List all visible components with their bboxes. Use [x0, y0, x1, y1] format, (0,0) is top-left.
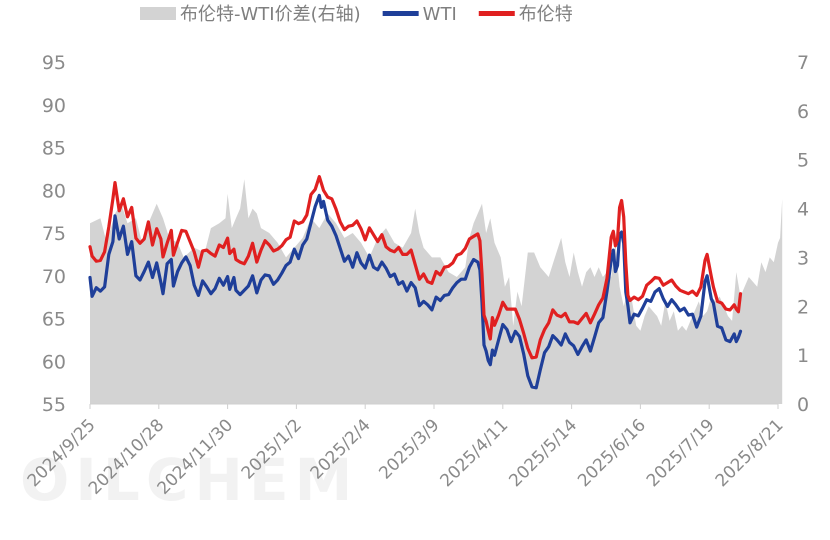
x-tick-label: 2025/4/11: [437, 415, 513, 491]
right-tick-label-3: 3: [797, 247, 809, 269]
right-tick-label-2: 2: [797, 296, 809, 318]
left-tick-label-55: 55: [42, 394, 66, 416]
left-tick-label-70: 70: [42, 266, 66, 288]
brent-line: [88, 175, 743, 360]
legend-swatch-wti: [382, 11, 419, 16]
left-tick-label-65: 65: [42, 309, 66, 331]
right-tick-label-6: 6: [797, 101, 809, 123]
wti-line: [88, 193, 743, 390]
legend: 布伦特-WTI价差(右轴) WTI 布伦特: [140, 4, 573, 25]
legend-swatch-brent: [478, 11, 515, 16]
left-tick-label-75: 75: [42, 223, 66, 245]
oilchem-watermark: OILCHEM: [20, 446, 358, 514]
right-tick-label-7: 7: [797, 52, 809, 74]
legend-label-2: 布伦特: [519, 4, 573, 25]
legend-swatch-spread: [140, 7, 176, 20]
legend-label-0: 布伦特-WTI价差(右轴): [180, 4, 361, 25]
left-tick-label-90: 90: [42, 95, 66, 117]
price-lines-layer: [88, 175, 743, 390]
x-tick-label: 2025/3/9: [375, 415, 443, 483]
left-tick-label-95: 95: [42, 52, 66, 74]
left-y-axis: 55 60 65 70 75 80 85 90 95: [42, 52, 66, 416]
right-tick-label-1: 1: [797, 345, 809, 367]
right-tick-label-0: 0: [797, 394, 809, 416]
spread-area: [90, 179, 783, 404]
left-tick-label-85: 85: [42, 138, 66, 160]
left-tick-label-80: 80: [42, 180, 66, 202]
x-tick-label: 2025/7/19: [643, 415, 719, 491]
watermark-text: OILCHEM: [20, 446, 358, 514]
legend-label-1: WTI: [423, 4, 457, 25]
right-tick-label-4: 4: [797, 199, 809, 221]
right-y-axis: 0 1 2 3 4 5 6 7: [797, 52, 809, 416]
x-tick-label: 2025/6/16: [574, 415, 650, 491]
right-tick-label-5: 5: [797, 150, 809, 172]
spread-area-layer: [90, 179, 783, 404]
x-tick-label: 2025/5/14: [505, 415, 581, 491]
left-tick-label-60: 60: [42, 351, 66, 373]
x-tick-label: 2025/8/21: [712, 415, 788, 491]
